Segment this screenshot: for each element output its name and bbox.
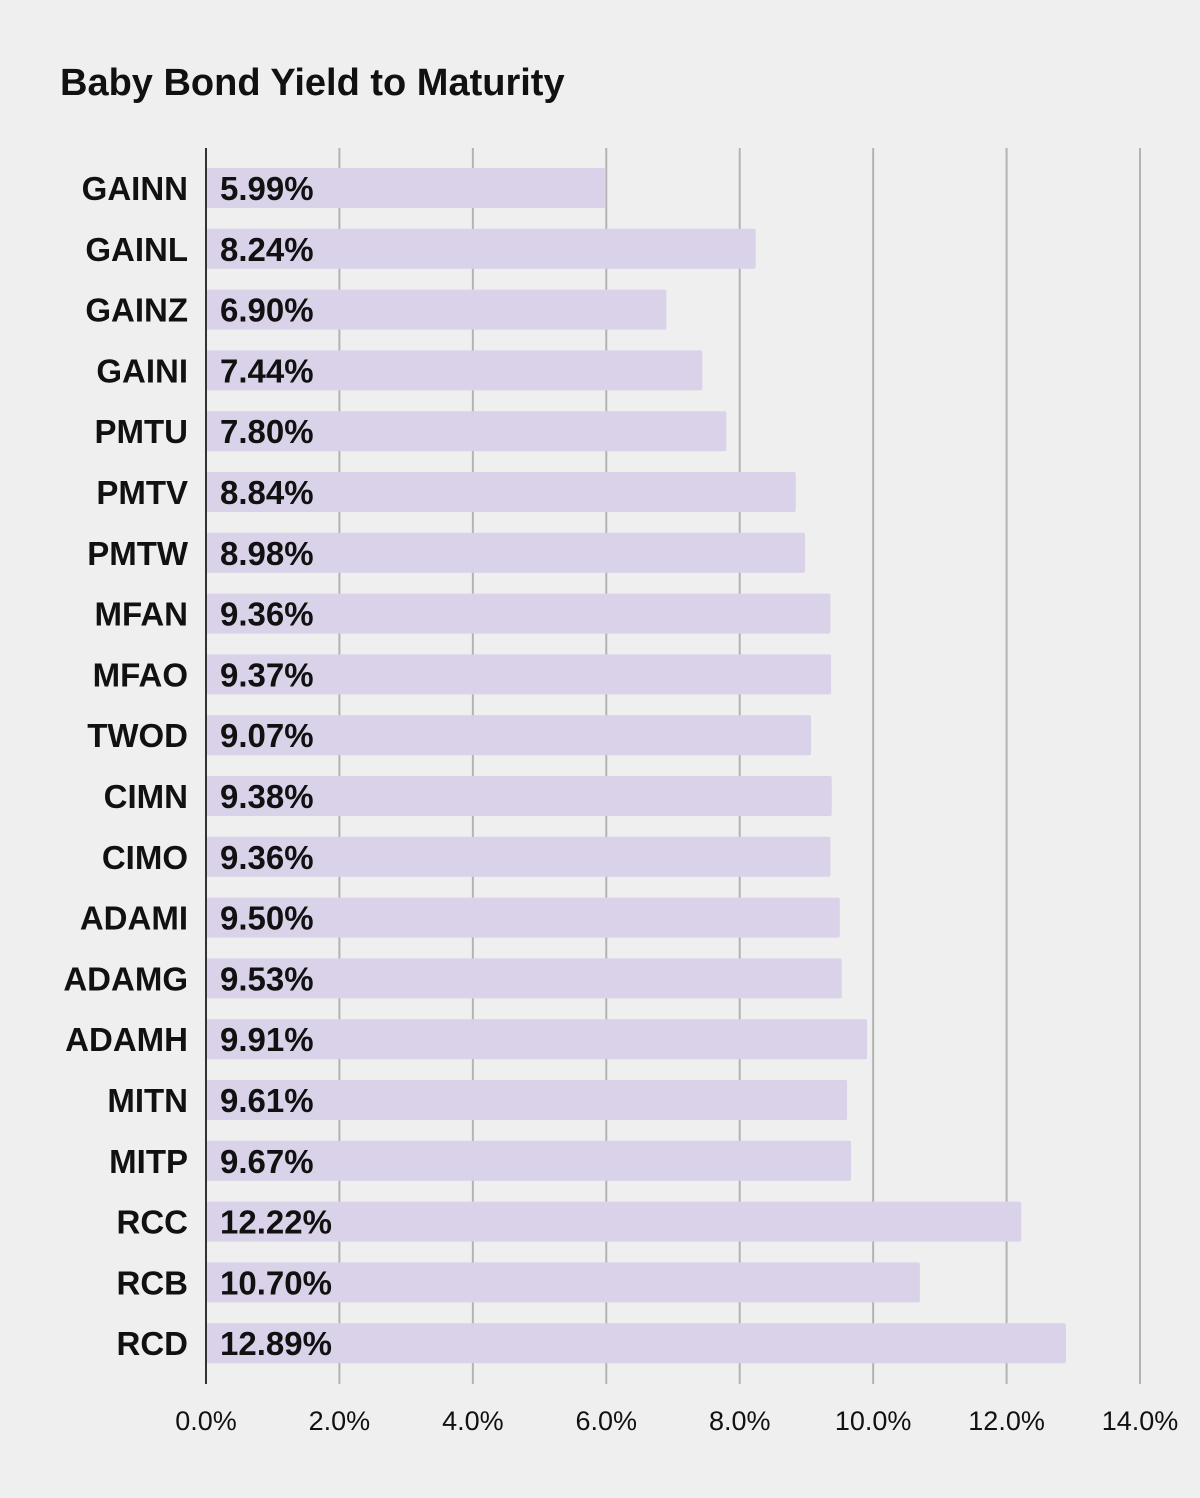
data-label: 9.61% <box>220 1082 314 1119</box>
bar <box>206 1201 1022 1242</box>
category-label: MFAO <box>93 656 188 693</box>
data-label: 8.98% <box>220 535 314 572</box>
category-label: GAINL <box>85 231 188 268</box>
bar <box>206 1019 868 1060</box>
data-label: 9.36% <box>220 839 314 876</box>
bar <box>206 168 606 208</box>
category-label: RCB <box>117 1264 189 1301</box>
x-tick-label: 4.0% <box>442 1406 504 1436</box>
data-label: 8.84% <box>220 474 314 511</box>
category-label: MFAN <box>95 596 189 633</box>
x-tick-label: 2.0% <box>309 1406 371 1436</box>
data-label: 6.90% <box>220 292 314 329</box>
category-label: PMTW <box>87 535 189 572</box>
bar <box>206 289 667 330</box>
category-label: CIMN <box>104 778 188 815</box>
data-label: 12.22% <box>220 1204 332 1241</box>
data-label: 9.50% <box>220 900 314 937</box>
bar <box>206 1080 848 1120</box>
category-label: PMTV <box>96 474 188 511</box>
category-label: MITP <box>109 1143 188 1180</box>
bar <box>206 1262 920 1303</box>
data-label: 10.70% <box>220 1264 332 1301</box>
bar <box>206 532 806 573</box>
bar <box>206 958 842 999</box>
category-label: RCD <box>117 1325 189 1362</box>
x-tick-label: 6.0% <box>576 1406 638 1436</box>
data-label: 9.07% <box>220 717 314 754</box>
bar <box>206 411 727 452</box>
data-label: 7.80% <box>220 413 314 450</box>
data-label: 7.44% <box>220 352 314 389</box>
bar <box>206 593 831 634</box>
x-tick-label: 10.0% <box>835 1406 912 1436</box>
bar <box>206 228 756 269</box>
bar <box>206 897 840 938</box>
category-label: ADAMG <box>63 960 188 997</box>
data-label: 9.67% <box>220 1143 314 1180</box>
data-label: 9.38% <box>220 778 314 815</box>
data-label: 8.24% <box>220 231 314 268</box>
category-label: GAINN <box>82 170 188 207</box>
category-label: TWOD <box>87 717 188 754</box>
data-label: 9.37% <box>220 656 314 693</box>
bar <box>206 472 796 512</box>
bar <box>206 654 832 695</box>
data-label: 5.99% <box>220 170 314 207</box>
bar <box>206 836 831 877</box>
category-label: GAINI <box>96 352 188 389</box>
x-tick-label: 8.0% <box>709 1406 771 1436</box>
category-label: ADAMI <box>80 900 188 937</box>
data-label: 9.36% <box>220 596 314 633</box>
data-label: 12.89% <box>220 1325 332 1362</box>
category-label: GAINZ <box>85 292 188 329</box>
data-label: 9.91% <box>220 1021 314 1058</box>
bar <box>206 715 812 756</box>
category-label: PMTU <box>95 413 189 450</box>
category-label: ADAMH <box>65 1021 188 1058</box>
chart-title: Baby Bond Yield to Maturity <box>60 62 565 104</box>
category-label: RCC <box>117 1204 189 1241</box>
x-tick-label: 14.0% <box>1102 1406 1179 1436</box>
bar <box>206 1323 1066 1364</box>
category-label: MITN <box>107 1082 188 1119</box>
x-tick-label: 12.0% <box>968 1406 1045 1436</box>
bar <box>206 350 703 391</box>
category-label: CIMO <box>102 839 188 876</box>
data-label: 9.53% <box>220 960 314 997</box>
x-tick-label: 0.0% <box>175 1406 237 1436</box>
bar <box>206 1140 852 1181</box>
bar <box>206 776 832 816</box>
